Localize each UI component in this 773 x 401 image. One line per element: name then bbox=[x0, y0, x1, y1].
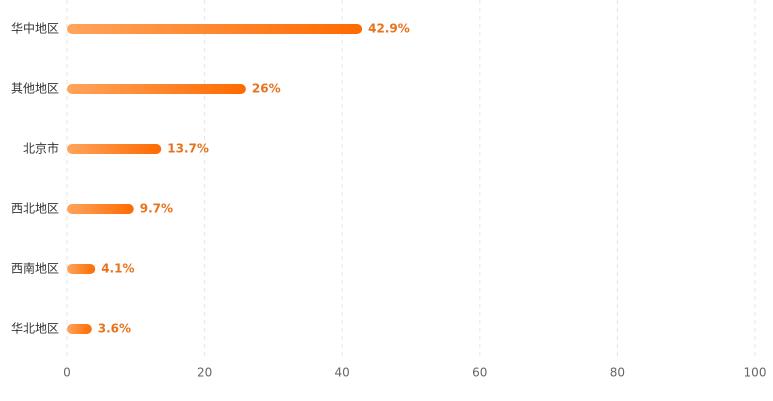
x-tick-label: 40 bbox=[335, 366, 350, 380]
x-tick-label: 20 bbox=[197, 366, 212, 380]
bar bbox=[67, 324, 92, 334]
y-tick-label: 西北地区 bbox=[11, 202, 59, 216]
y-tick-label: 其他地区 bbox=[11, 82, 59, 96]
bar bbox=[67, 264, 96, 274]
bar bbox=[67, 144, 162, 154]
data-label: 13.7% bbox=[167, 142, 209, 156]
x-tick-label: 60 bbox=[472, 366, 487, 380]
data-label: 3.6% bbox=[98, 322, 131, 336]
data-label: 9.7% bbox=[140, 202, 173, 216]
y-tick-label: 西南地区 bbox=[11, 261, 59, 276]
bar bbox=[67, 204, 134, 214]
x-tick-label: 100 bbox=[744, 366, 767, 380]
bar bbox=[67, 24, 363, 34]
x-tick-label: 80 bbox=[610, 366, 625, 380]
data-label: 42.9% bbox=[368, 22, 410, 36]
y-tick-label: 华北地区 bbox=[11, 322, 59, 336]
data-label: 26% bbox=[252, 82, 281, 96]
y-tick-label: 北京市 bbox=[23, 141, 59, 156]
x-tick-label: 0 bbox=[63, 366, 71, 380]
data-label: 4.1% bbox=[101, 262, 134, 276]
y-tick-label: 华中地区 bbox=[11, 21, 59, 36]
bar bbox=[67, 84, 246, 94]
